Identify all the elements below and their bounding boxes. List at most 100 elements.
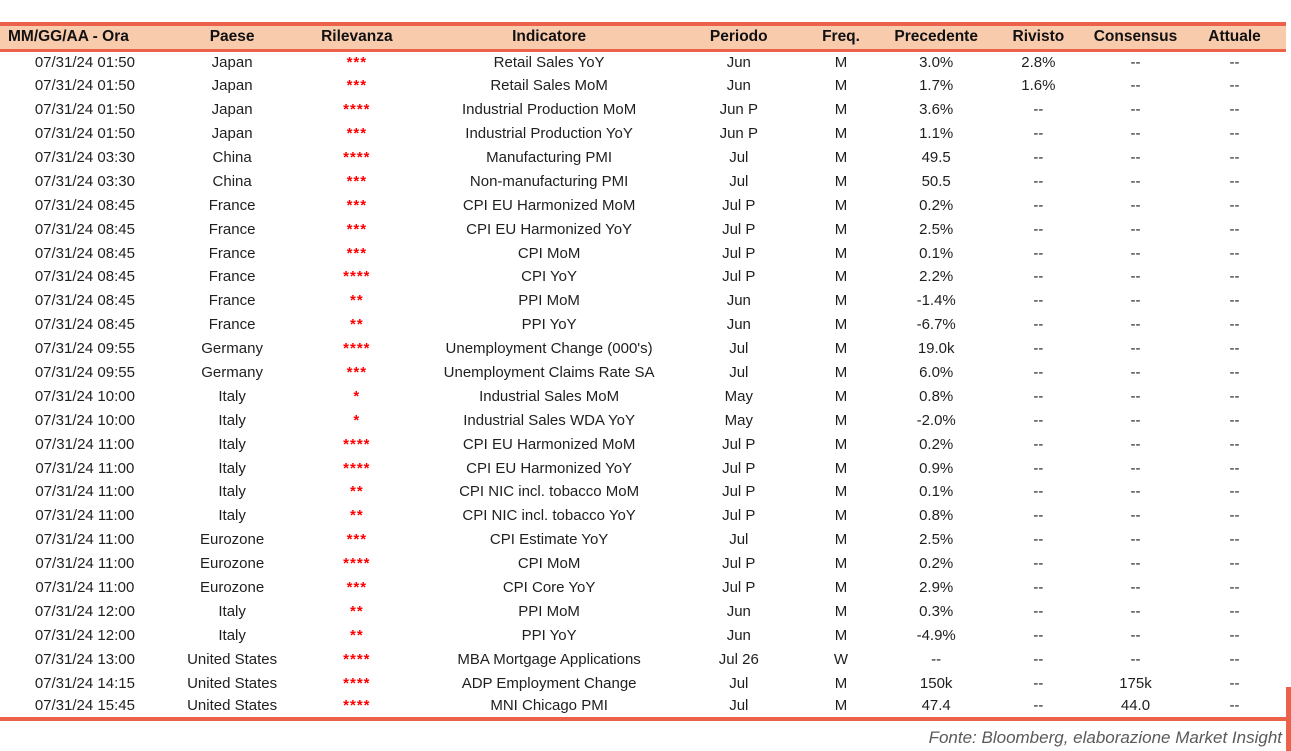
cell-actual: -- [1229, 411, 1240, 429]
cell-revised: -- [1033, 387, 1044, 405]
cell-previous: 0.8% [919, 507, 954, 525]
table-row: 07/31/24 08:45 France ** PPI MoM Jun M -… [0, 289, 1286, 313]
cell-revised: -- [1033, 292, 1044, 310]
cell-previous: 47.4 [921, 697, 951, 715]
source-note: Fonte: Bloomberg, elaborazione Market In… [928, 728, 1282, 747]
cell-relevance-stars: *** [346, 125, 368, 143]
cell-consensus: -- [1130, 149, 1141, 166]
cell-datetime: 07/31/24 15:45 [34, 697, 135, 715]
cell-frequency: M [834, 579, 848, 597]
cell-datetime: 07/31/24 11:00 [35, 483, 135, 501]
cell-relevance-stars: *** [346, 531, 368, 549]
table-row: 07/31/24 11:00 Italy **** CPI EU Harmoni… [0, 432, 1286, 456]
table-row: 07/31/24 08:45 France *** CPI MoM Jul P … [0, 241, 1286, 265]
cell-period: Jun [726, 77, 751, 95]
cell-revised: -- [1033, 626, 1044, 644]
cell-indicator: PPI MoM [518, 292, 580, 310]
cell-datetime: 07/31/24 10:00 [34, 411, 135, 429]
cell-country: Germany [201, 340, 263, 358]
cell-indicator: CPI EU Harmonized YoY [466, 220, 633, 238]
cell-frequency: M [834, 220, 848, 238]
cell-datetime: 07/31/24 09:55 [34, 364, 135, 382]
cell-consensus: -- [1130, 626, 1141, 644]
cell-indicator: CPI NIC incl. tobacco MoM [459, 483, 640, 501]
cell-consensus: -- [1130, 387, 1141, 405]
cell-previous: 2.2% [919, 268, 954, 286]
cell-relevance-stars: **** [343, 340, 371, 358]
table-row: 07/31/24 14:15 United States **** ADP Em… [0, 671, 1286, 695]
cell-revised: -- [1033, 555, 1044, 573]
column-header-consensus: Consensus [1087, 24, 1184, 52]
cell-datetime: 07/31/24 01:50 [34, 101, 135, 119]
cell-frequency: M [834, 54, 848, 72]
cell-previous: -1.4% [916, 292, 956, 310]
cell-actual: -- [1229, 244, 1240, 262]
cell-consensus: 44.0 [1120, 697, 1151, 715]
cell-previous: 0.1% [919, 483, 954, 501]
cell-country: Italy [218, 435, 246, 453]
cell-country: United States [187, 650, 278, 668]
cell-indicator: PPI MoM [518, 602, 580, 620]
cell-actual: -- [1229, 316, 1240, 334]
cell-previous: 0.1% [919, 244, 954, 262]
cell-country: Eurozone [200, 555, 265, 573]
cell-previous: -2.0% [916, 411, 956, 429]
economic-calendar-table: MM/GG/AA - Ora Paese Rilevanza Indicator… [0, 22, 1286, 721]
column-header-period: Periodo [678, 24, 799, 52]
column-header-indicator: Indicatore [419, 24, 679, 52]
cell-period: May [724, 411, 753, 429]
cell-relevance-stars: *** [346, 220, 368, 238]
cell-consensus: -- [1130, 650, 1141, 668]
cell-datetime: 07/31/24 14:15 [34, 674, 135, 692]
cell-previous: 0.8% [919, 387, 954, 405]
cell-actual: -- [1229, 172, 1240, 190]
cell-actual: -- [1229, 54, 1240, 72]
column-header-frequency: Freq. [798, 24, 884, 52]
cell-period: Jun [726, 626, 751, 644]
cell-country: France [208, 196, 256, 214]
cell-consensus: -- [1130, 220, 1141, 238]
cell-indicator: Unemployment Claims Rate SA [443, 364, 655, 382]
cell-country: Japan [211, 125, 253, 143]
cell-revised: -- [1033, 196, 1044, 214]
cell-period: Jul P [722, 268, 756, 286]
cell-actual: -- [1229, 435, 1240, 453]
cell-revised: -- [1033, 316, 1044, 334]
cell-period: Jul P [722, 483, 756, 501]
table-row: 07/31/24 10:00 Italy * Industrial Sales … [0, 384, 1286, 408]
cell-relevance-stars: **** [343, 459, 371, 477]
cell-relevance-stars: *** [346, 172, 368, 190]
cell-indicator: Industrial Sales WDA YoY [463, 411, 635, 429]
table-row: 07/31/24 13:00 United States **** MBA Mo… [0, 647, 1286, 671]
cell-actual: -- [1229, 602, 1240, 620]
cell-country: United States [187, 674, 278, 692]
cell-revised: -- [1033, 507, 1044, 525]
table-row: 07/31/24 08:45 France *** CPI EU Harmoni… [0, 193, 1286, 217]
cell-frequency: M [834, 435, 848, 453]
cell-relevance-stars: ** [350, 602, 364, 620]
cell-relevance-stars: *** [346, 244, 368, 262]
table-row: 07/31/24 01:50 Japan **** Industrial Pro… [0, 98, 1286, 122]
cell-revised: -- [1033, 340, 1044, 358]
cell-relevance-stars: **** [343, 149, 371, 166]
cell-relevance-stars: ** [350, 316, 364, 334]
cell-previous: 49.5 [921, 149, 951, 166]
cell-relevance-stars: ** [350, 483, 364, 501]
cell-country: Germany [201, 364, 263, 382]
table-row: 07/31/24 08:45 France *** CPI EU Harmoni… [0, 217, 1286, 241]
cell-consensus: -- [1130, 316, 1141, 334]
cell-country: Italy [218, 626, 246, 644]
cell-previous: -- [931, 650, 942, 668]
cell-actual: -- [1229, 340, 1240, 358]
column-header-relevance: Rilevanza [294, 24, 420, 52]
cell-revised: -- [1033, 364, 1044, 382]
table-row: 07/31/24 08:45 France ** PPI YoY Jun M -… [0, 313, 1286, 337]
cell-period: Jul P [722, 507, 756, 525]
cell-period: Jul P [722, 579, 756, 597]
cell-previous: 0.9% [919, 459, 954, 477]
table-row: 07/31/24 12:00 Italy ** PPI YoY Jun M -4… [0, 623, 1286, 647]
cell-datetime: 07/31/24 09:55 [34, 340, 135, 358]
cell-previous: 2.9% [919, 579, 954, 597]
cell-consensus: -- [1130, 602, 1141, 620]
cell-indicator: Industrial Production YoY [465, 125, 633, 143]
